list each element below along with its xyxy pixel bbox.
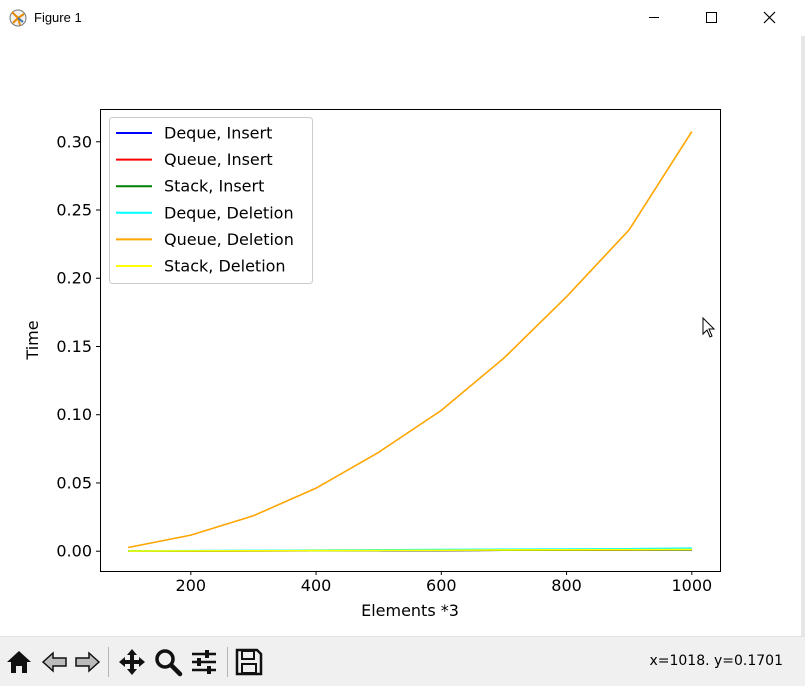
coordinate-readout: x=1018. y=0.1701 xyxy=(649,653,783,669)
x-tick-label: 800 xyxy=(551,576,582,595)
legend-entry: Deque, Insert xyxy=(164,124,272,143)
x-tick-label: 400 xyxy=(301,576,332,595)
configure-subplots-icon[interactable] xyxy=(189,647,219,677)
close-button[interactable] xyxy=(746,0,792,36)
y-axis-label: Time xyxy=(23,320,42,360)
legend-entry: Deque, Deletion xyxy=(164,203,294,222)
pan-icon[interactable] xyxy=(117,647,147,677)
x-tick-label: 200 xyxy=(176,576,207,595)
legend-entry: Queue, Insert xyxy=(164,150,273,169)
x-tick-label: 1000 xyxy=(671,576,712,595)
back-icon[interactable] xyxy=(40,647,70,677)
legend-entry: Stack, Insert xyxy=(164,177,264,196)
maximize-button[interactable] xyxy=(688,0,734,36)
minimize-icon xyxy=(649,17,659,18)
axes-frame xyxy=(100,109,721,572)
window-title: Figure 1 xyxy=(34,10,82,25)
window-edge xyxy=(801,36,805,636)
y-tick-label: 0.15 xyxy=(56,337,92,356)
title-bar: Figure 1 xyxy=(0,0,805,36)
toolbar-separator xyxy=(108,647,109,677)
series-line-5 xyxy=(128,131,693,549)
y-tick-label: 0.05 xyxy=(56,473,92,492)
y-tick-label: 0.00 xyxy=(56,542,92,561)
y-tick-label: 0.20 xyxy=(56,269,92,288)
close-icon xyxy=(763,11,776,24)
figure-canvas[interactable]: 200 400 600 800 1000 0.00 0.05 0.10 0.15 0.20 0.25… xyxy=(0,36,801,636)
legend-box xyxy=(109,117,313,284)
home-icon[interactable] xyxy=(4,647,34,677)
save-icon[interactable] xyxy=(234,647,264,677)
plot-area: 200 400 600 800 1000 0.00 0.05 0.10 0.15 0.20 0.25… xyxy=(23,109,721,620)
y-tick-label: 0.10 xyxy=(56,405,92,424)
zoom-icon[interactable] xyxy=(153,647,183,677)
legend-entry: Queue, Deletion xyxy=(164,230,294,249)
matplotlib-app-icon xyxy=(9,9,27,27)
y-tick-label: 0.25 xyxy=(56,200,92,219)
minimize-button[interactable] xyxy=(631,0,677,36)
maximize-icon xyxy=(706,12,717,23)
navigation-toolbar: x=1018. y=0.1701 xyxy=(0,636,805,686)
forward-icon[interactable] xyxy=(72,647,102,677)
x-axis-label: Elements *3 xyxy=(361,601,459,620)
mouse-cursor-icon xyxy=(702,317,716,338)
legend-entry: Stack, Deletion xyxy=(164,257,286,276)
series-line-6 xyxy=(128,548,692,552)
legend: Deque, Insert Queue, Insert Stack, Insert D… xyxy=(109,117,313,284)
x-tick-label: 600 xyxy=(426,576,457,595)
y-tick-label: 0.30 xyxy=(56,132,92,151)
toolbar-separator xyxy=(227,647,228,677)
